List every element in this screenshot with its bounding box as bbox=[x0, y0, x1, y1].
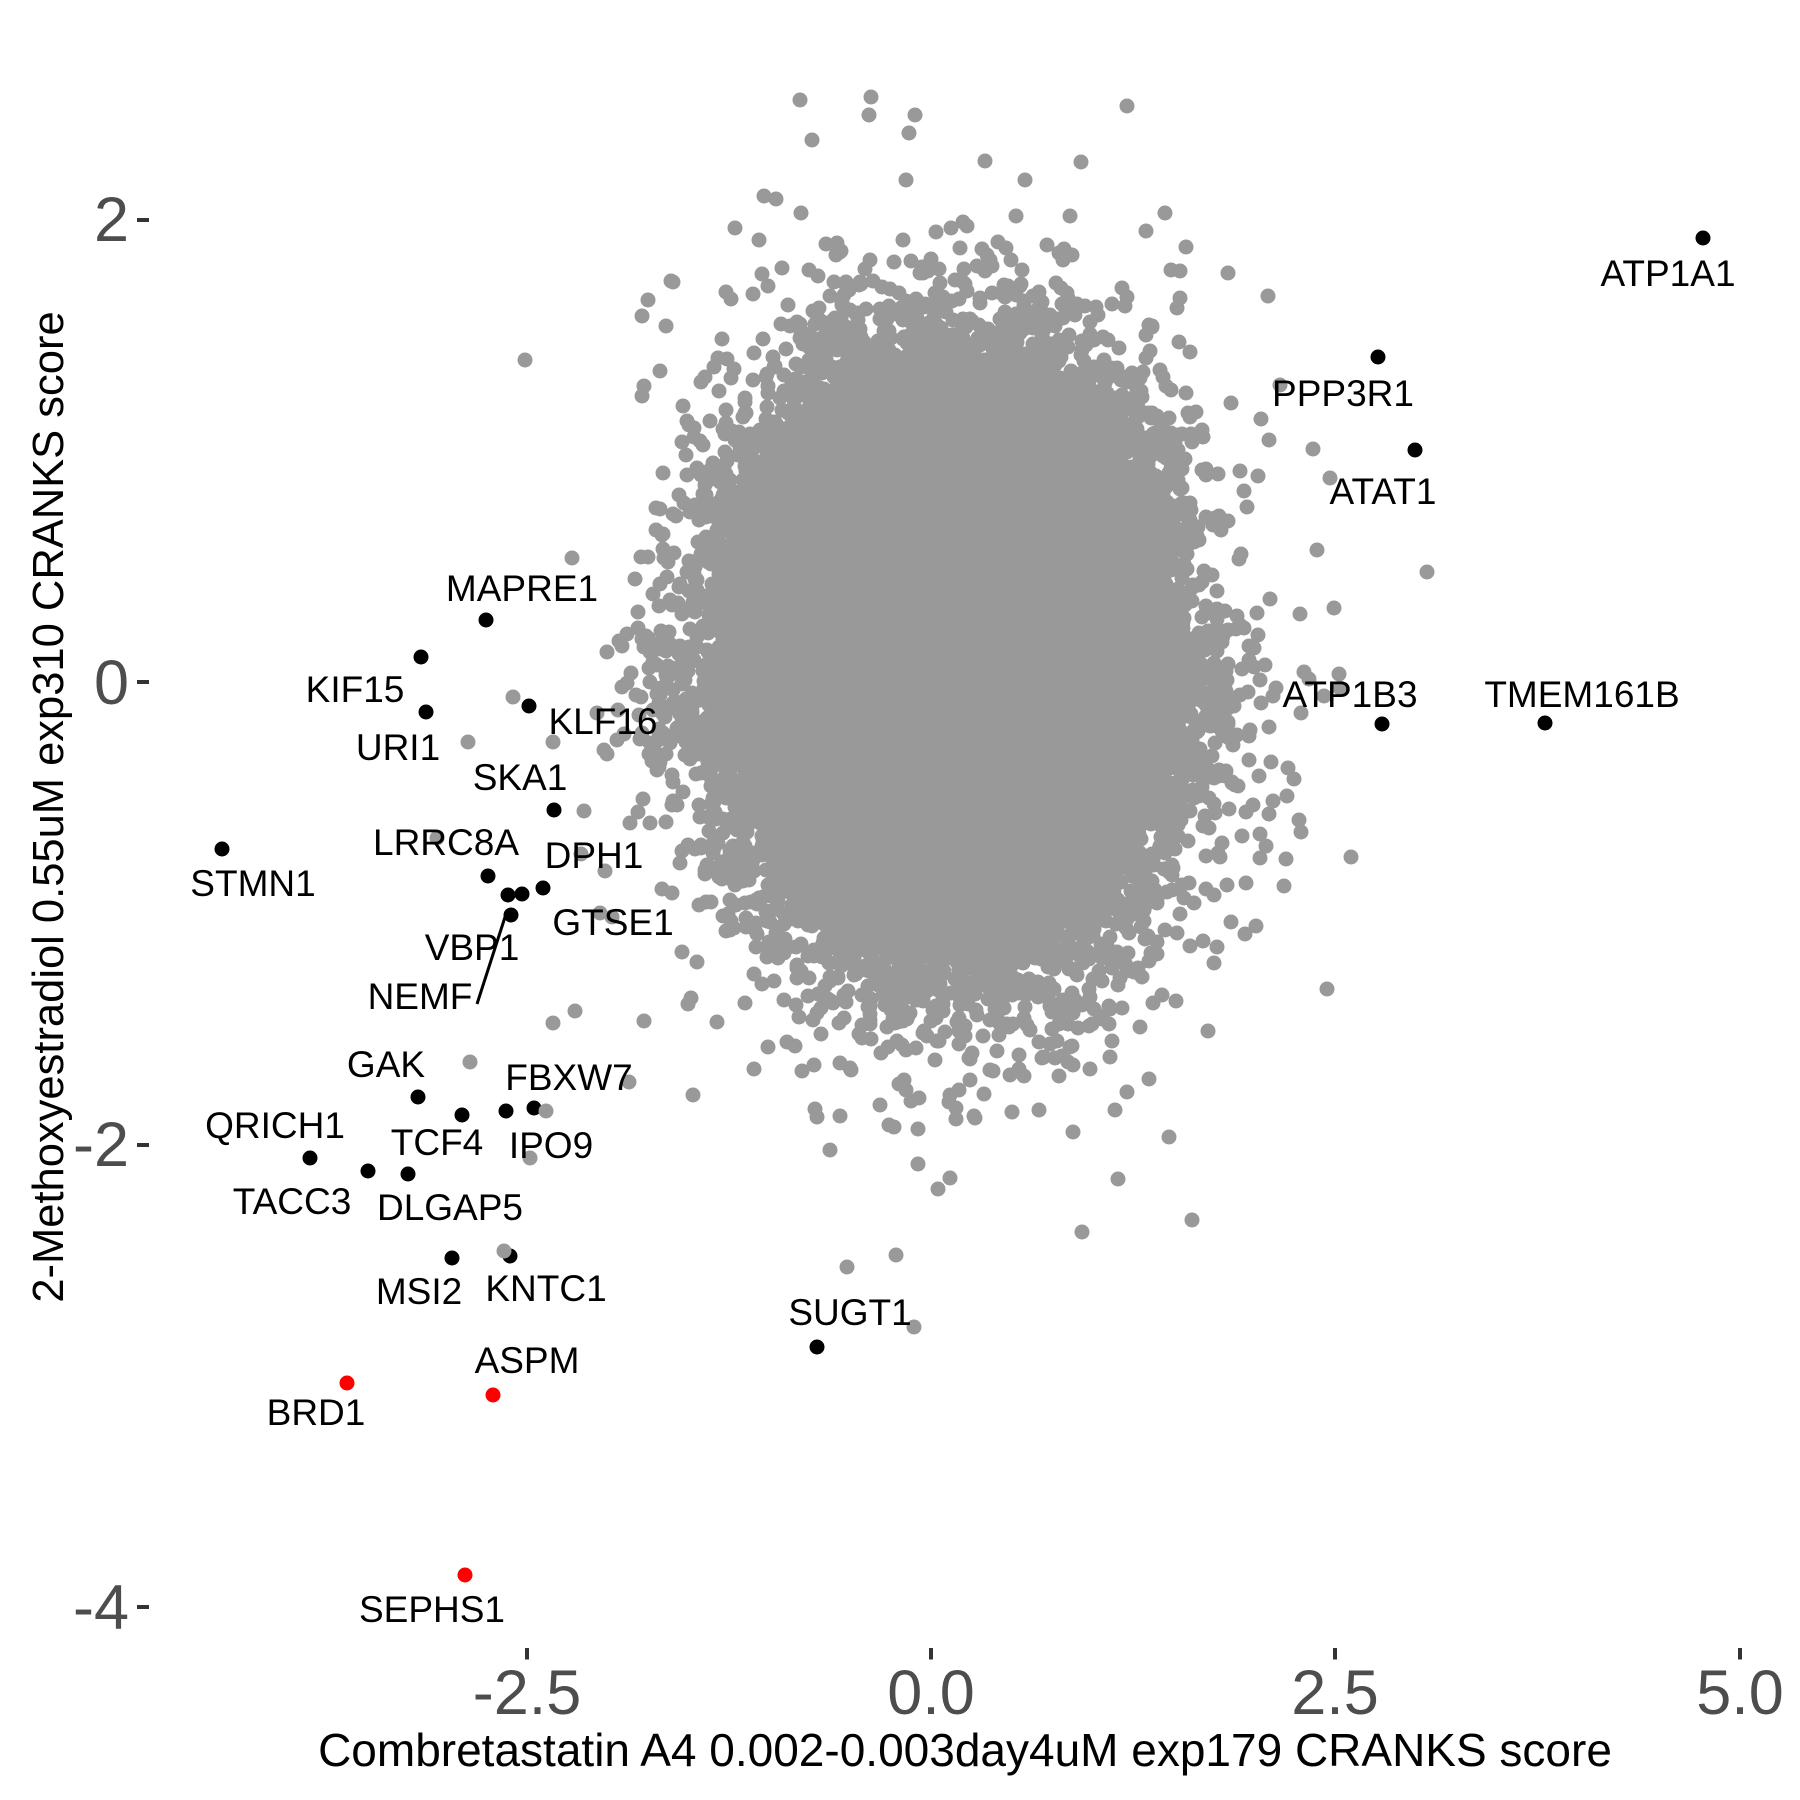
svg-text:MSI2: MSI2 bbox=[376, 1271, 462, 1312]
svg-text:PPP3R1: PPP3R1 bbox=[1272, 373, 1414, 414]
svg-text:ATAT1: ATAT1 bbox=[1330, 471, 1437, 512]
svg-text:KLF16: KLF16 bbox=[548, 701, 657, 742]
svg-text:TCF4: TCF4 bbox=[391, 1122, 484, 1163]
svg-text:5.0: 5.0 bbox=[1696, 1658, 1784, 1728]
svg-text:LRRC8A: LRRC8A bbox=[373, 822, 519, 863]
svg-text:TACC3: TACC3 bbox=[233, 1181, 352, 1222]
svg-text:SUGT1: SUGT1 bbox=[788, 1292, 911, 1333]
svg-text:MAPRE1: MAPRE1 bbox=[446, 568, 598, 609]
svg-text:SKA1: SKA1 bbox=[473, 757, 568, 798]
svg-text:KNTC1: KNTC1 bbox=[485, 1268, 606, 1309]
svg-text:GTSE1: GTSE1 bbox=[552, 902, 673, 943]
svg-text:GAK: GAK bbox=[347, 1044, 425, 1085]
svg-text:TMEM161B: TMEM161B bbox=[1484, 674, 1679, 715]
svg-text:Combretastatin A4 0.002-0.003d: Combretastatin A4 0.002-0.003day4uM exp1… bbox=[318, 1724, 1612, 1776]
svg-text:IPO9: IPO9 bbox=[509, 1125, 593, 1166]
svg-text:QRICH1: QRICH1 bbox=[205, 1105, 345, 1146]
svg-text:BRD1: BRD1 bbox=[267, 1392, 366, 1433]
svg-text:ATP1B3: ATP1B3 bbox=[1282, 674, 1417, 715]
svg-text:ASPM: ASPM bbox=[475, 1340, 580, 1381]
svg-text:FBXW7: FBXW7 bbox=[505, 1057, 632, 1098]
svg-text:2.5: 2.5 bbox=[1291, 1658, 1379, 1728]
svg-text:-2.5: -2.5 bbox=[473, 1658, 582, 1728]
svg-text:NEMF: NEMF bbox=[368, 976, 473, 1017]
svg-text:DLGAP5: DLGAP5 bbox=[377, 1187, 523, 1228]
svg-text:0.0: 0.0 bbox=[887, 1658, 975, 1728]
svg-text:-2: -2 bbox=[73, 1110, 129, 1180]
svg-text:-4: -4 bbox=[73, 1573, 129, 1643]
svg-text:ATP1A1: ATP1A1 bbox=[1600, 253, 1735, 294]
svg-text:VBP1: VBP1 bbox=[425, 927, 520, 968]
svg-text:2-Methoxyestradiol 0.55uM exp3: 2-Methoxyestradiol 0.55uM exp310 CRANKS … bbox=[25, 311, 73, 1302]
svg-text:URI1: URI1 bbox=[356, 727, 440, 768]
svg-text:DPH1: DPH1 bbox=[545, 835, 644, 876]
svg-text:0: 0 bbox=[94, 648, 129, 718]
svg-text:KIF15: KIF15 bbox=[306, 669, 405, 710]
svg-text:SEPHS1: SEPHS1 bbox=[359, 1589, 505, 1630]
svg-text:2: 2 bbox=[94, 185, 129, 255]
svg-text:STMN1: STMN1 bbox=[190, 863, 315, 904]
